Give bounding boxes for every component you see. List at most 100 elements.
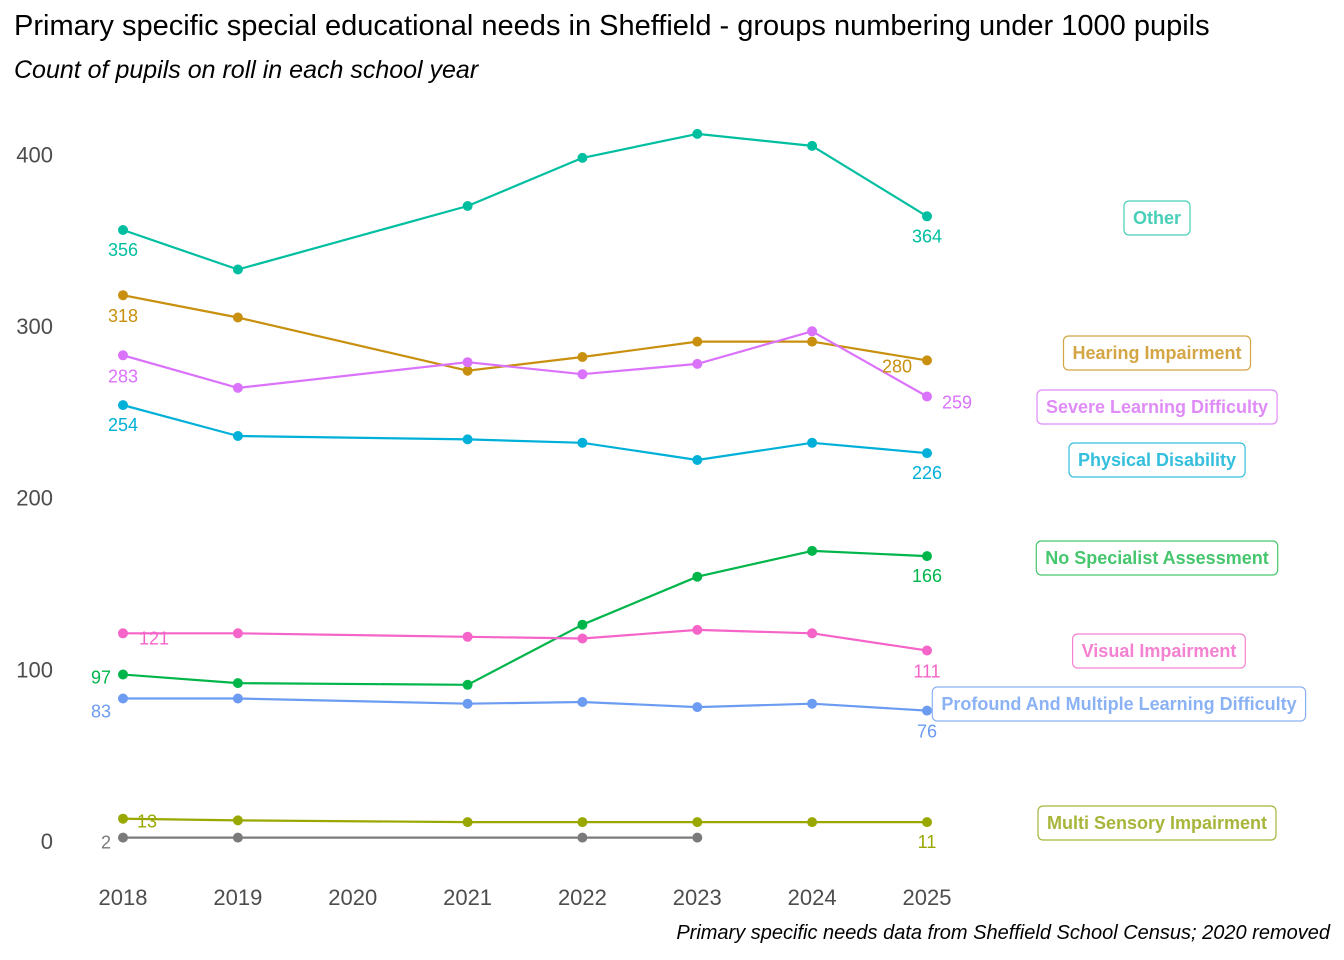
y-tick-label: 100 bbox=[16, 657, 53, 682]
end-value-label: 166 bbox=[912, 566, 942, 586]
end-value-label: 11 bbox=[918, 832, 937, 852]
y-tick-label: 200 bbox=[16, 486, 53, 511]
series-line bbox=[122, 132, 928, 271]
legend-box bbox=[1037, 805, 1277, 841]
data-point bbox=[232, 832, 243, 843]
data-point bbox=[462, 679, 473, 690]
x-tick-label: 2018 bbox=[99, 885, 148, 910]
data-point bbox=[577, 369, 588, 380]
data-point bbox=[232, 628, 243, 639]
legend-label: Severe Learning Difficulty bbox=[1046, 397, 1268, 417]
data-point bbox=[577, 352, 588, 362]
series-line bbox=[122, 549, 928, 686]
legend-item: Profound And Multiple Learning Difficult… bbox=[931, 686, 1307, 722]
series-layer bbox=[118, 128, 932, 843]
data-point bbox=[807, 336, 818, 347]
start-value-label: 2 bbox=[101, 833, 111, 853]
data-point bbox=[232, 678, 243, 689]
legend: Other Hearing Impairment Severe Learning D… bbox=[931, 200, 1307, 841]
data-point bbox=[692, 336, 703, 347]
series-line bbox=[122, 817, 927, 824]
data-point bbox=[692, 624, 703, 635]
legend-item: Physical Disability bbox=[1068, 442, 1246, 478]
data-point bbox=[922, 448, 932, 459]
data-point bbox=[692, 455, 703, 465]
data-point bbox=[118, 813, 128, 824]
start-value-label: 13 bbox=[137, 812, 157, 832]
legend-label: Physical Disability bbox=[1078, 450, 1236, 470]
start-value-label: 97 bbox=[91, 668, 111, 688]
data-point bbox=[692, 702, 703, 713]
data-point bbox=[462, 631, 473, 642]
start-value-label: 83 bbox=[91, 702, 111, 722]
data-point bbox=[118, 225, 128, 235]
x-tick-label: 2019 bbox=[213, 885, 262, 910]
legend-box bbox=[931, 686, 1307, 722]
data-point bbox=[232, 693, 243, 704]
data-point bbox=[232, 382, 243, 393]
data-point bbox=[577, 633, 588, 644]
data-point bbox=[807, 698, 818, 709]
legend-item: Multi Sensory Impairment bbox=[1037, 805, 1277, 841]
data-point bbox=[692, 832, 703, 843]
data-point bbox=[232, 264, 243, 275]
legend-label: Visual Impairment bbox=[1082, 641, 1237, 661]
data-point bbox=[462, 817, 473, 828]
end-value-label: 259 bbox=[942, 392, 972, 412]
end-value-label: 111 bbox=[913, 661, 940, 681]
data-point bbox=[577, 832, 588, 843]
data-point bbox=[922, 645, 932, 656]
data-point bbox=[577, 697, 588, 707]
y-tick-label: 400 bbox=[16, 142, 53, 167]
legend-item: Severe Learning Difficulty bbox=[1036, 389, 1278, 425]
data-point bbox=[807, 628, 818, 639]
data-point bbox=[577, 437, 588, 448]
data-point bbox=[807, 140, 818, 151]
legend-box bbox=[1035, 540, 1279, 576]
data-point bbox=[118, 693, 128, 704]
series-line bbox=[122, 404, 928, 462]
data-point bbox=[692, 571, 703, 582]
data-point bbox=[462, 357, 473, 368]
y-axis: 0 100 200 300 400 bbox=[16, 142, 53, 854]
data-point bbox=[807, 545, 818, 556]
data-labels: 356 364 318 280 283 259 254 226 97 166 121 111 83 76 1… bbox=[91, 226, 972, 852]
data-point bbox=[118, 400, 128, 411]
start-value-label: 121 bbox=[139, 628, 169, 648]
x-tick-label: 2022 bbox=[558, 885, 607, 910]
data-point bbox=[118, 290, 128, 301]
legend-label: No Specialist Assessment bbox=[1045, 548, 1268, 568]
data-point bbox=[462, 365, 473, 376]
data-point bbox=[462, 201, 473, 211]
y-tick-label: 300 bbox=[16, 314, 53, 339]
data-point bbox=[922, 705, 932, 716]
legend-label: Other bbox=[1133, 208, 1181, 228]
start-value-label: 283 bbox=[108, 366, 138, 386]
data-point bbox=[232, 815, 243, 826]
data-point bbox=[232, 312, 243, 323]
y-tick-label: 0 bbox=[41, 829, 53, 854]
end-value-label: 364 bbox=[912, 226, 942, 246]
legend-label: Hearing Impairment bbox=[1072, 343, 1241, 363]
end-value-label: 76 bbox=[917, 722, 937, 742]
legend-box bbox=[1068, 442, 1246, 478]
data-point bbox=[922, 391, 932, 402]
start-value-label: 356 bbox=[108, 240, 138, 260]
data-point bbox=[692, 817, 703, 828]
data-point bbox=[922, 551, 932, 562]
end-value-label: 280 bbox=[882, 356, 912, 376]
x-tick-label: 2023 bbox=[673, 885, 722, 910]
chart-caption: Primary specific needs data from Sheffie… bbox=[676, 922, 1330, 944]
data-point bbox=[692, 358, 703, 369]
x-tick-label: 2025 bbox=[903, 885, 952, 910]
legend-item: No Specialist Assessment bbox=[1035, 540, 1279, 576]
data-point bbox=[577, 619, 588, 630]
legend-label: Profound And Multiple Learning Difficult… bbox=[941, 694, 1296, 714]
data-point bbox=[118, 628, 128, 639]
legend-item: Visual Impairment bbox=[1071, 633, 1246, 669]
data-point bbox=[807, 326, 818, 337]
data-point bbox=[232, 431, 243, 441]
x-tick-label: 2024 bbox=[788, 885, 837, 910]
data-point bbox=[118, 832, 128, 843]
data-point bbox=[118, 669, 128, 680]
